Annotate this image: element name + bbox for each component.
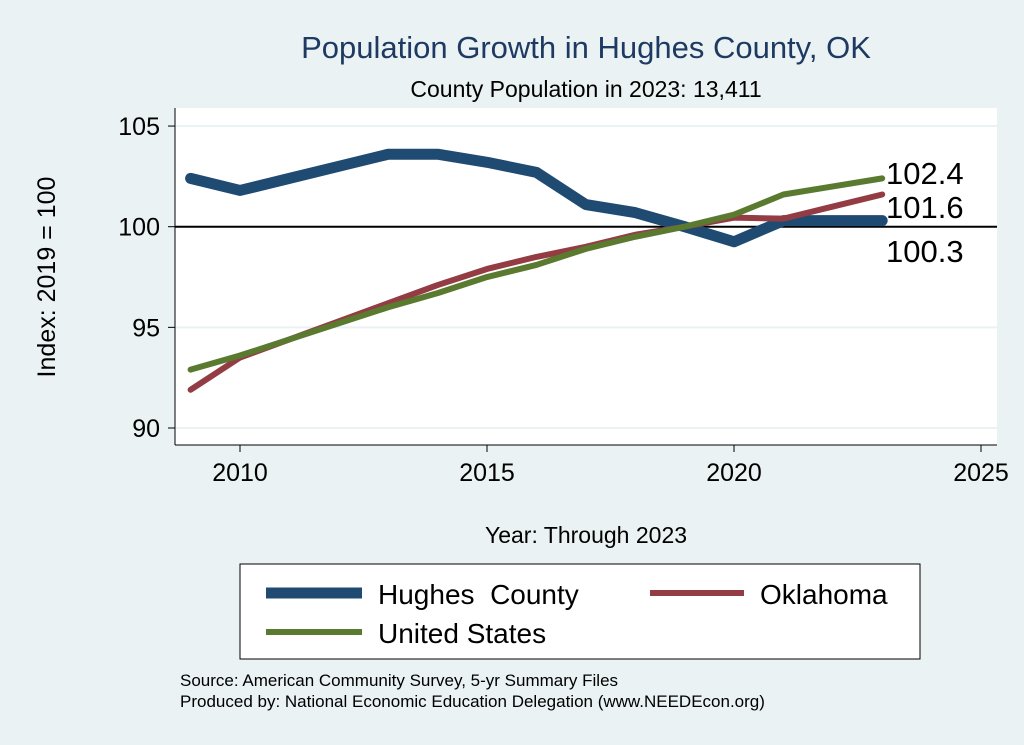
x-tick-label: 2020 [706, 459, 762, 487]
producer-note: Produced by: National Economic Education… [180, 692, 765, 711]
y-tick-label: 90 [132, 415, 160, 443]
y-tick-label: 95 [132, 314, 160, 342]
x-axis-label: Year: Through 2023 [485, 522, 687, 548]
x-tick-label: 2010 [212, 459, 268, 487]
y-tick-label: 100 [118, 214, 160, 242]
y-axis-label: Index: 2019 = 100 [33, 177, 61, 378]
x-tick-label: 2015 [459, 459, 515, 487]
end-label-united-states: 102.4 [886, 156, 964, 191]
chart-title: Population Growth in Hughes County, OK [301, 30, 871, 65]
end-label-oklahoma: 101.6 [886, 190, 964, 225]
x-tick-label: 2025 [953, 459, 1009, 487]
legend-label-hughes: Hughes County [378, 579, 579, 610]
legend: Hughes County Oklahoma United States [239, 563, 921, 660]
end-label-hughes: 100.3 [886, 234, 964, 269]
source-note: Source: American Community Survey, 5-yr … [180, 671, 618, 690]
chart-subtitle: County Population in 2023: 13,411 [410, 76, 761, 102]
legend-label-united-states: United States [378, 618, 546, 649]
y-tick-label: 105 [118, 113, 160, 141]
legend-label-oklahoma: Oklahoma [760, 579, 888, 610]
plot-area [175, 108, 997, 445]
